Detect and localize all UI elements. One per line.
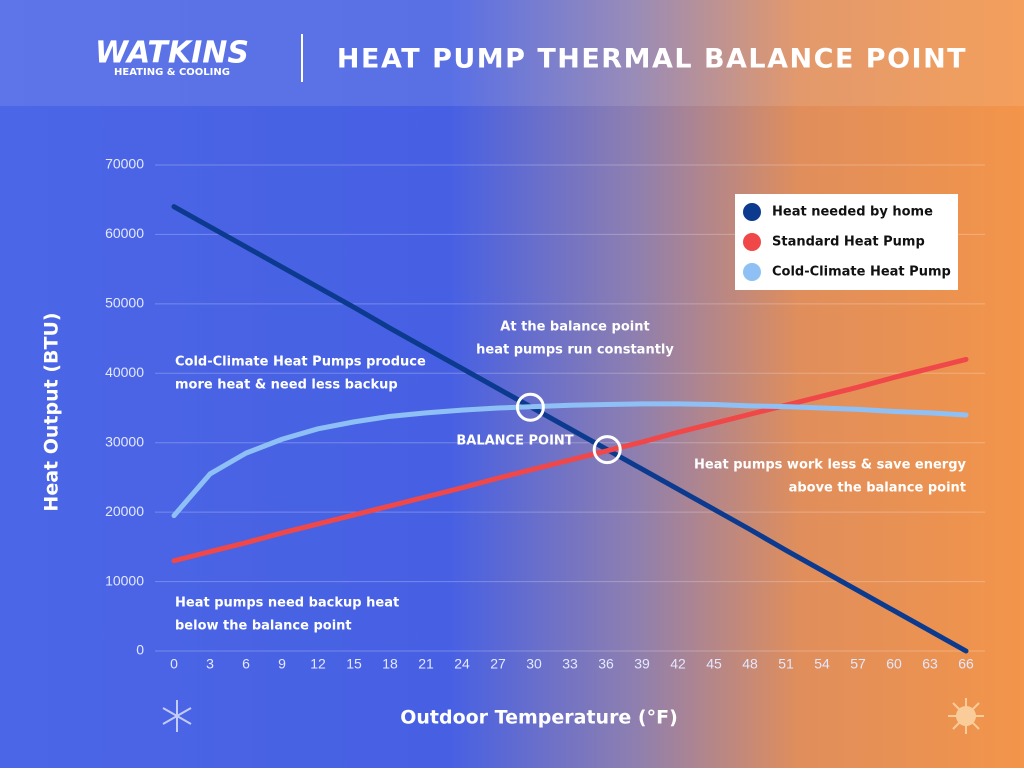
x-tick-label: 42 — [670, 656, 686, 672]
x-tick-label: 45 — [706, 656, 722, 672]
legend-swatch — [743, 233, 761, 251]
balance-label: BALANCE POINT — [456, 434, 573, 449]
y-tick-label: 20000 — [105, 503, 144, 519]
annotation: above the balance point — [789, 481, 966, 496]
series-line — [171, 204, 969, 654]
x-tick-label: 33 — [562, 656, 578, 672]
y-tick-label: 10000 — [105, 572, 144, 588]
annotation: more heat & need less backup — [175, 378, 398, 393]
sun-icon — [948, 698, 984, 734]
x-tick-label: 39 — [634, 656, 650, 672]
y-tick-label: 0 — [136, 642, 144, 658]
x-tick-label: 54 — [814, 656, 830, 672]
x-tick-label: 24 — [454, 656, 470, 672]
series-line — [171, 401, 969, 519]
x-tick-label: 66 — [958, 656, 974, 672]
chart-title: HEAT PUMP THERMAL BALANCE POINT — [337, 44, 967, 75]
x-tick-label: 57 — [850, 656, 866, 672]
legend-swatch — [743, 203, 761, 221]
legend-swatch — [743, 263, 761, 281]
x-tick-label: 36 — [598, 656, 614, 672]
y-tick-label: 50000 — [105, 295, 144, 311]
x-tick-label: 60 — [886, 656, 902, 672]
x-tick-label: 0 — [170, 656, 178, 672]
x-tick-label: 18 — [382, 656, 398, 672]
balance-point-marker — [515, 392, 545, 422]
legend-label: Heat needed by home — [772, 205, 933, 220]
legend-label: Cold-Climate Heat Pump — [772, 265, 951, 280]
y-axis-label: Heat Output (BTU) — [41, 312, 63, 511]
brand-name: WATKINS — [95, 36, 249, 71]
annotation: Cold-Climate Heat Pumps produce — [175, 355, 426, 370]
brand-tagline: HEATING & COOLING — [114, 67, 230, 78]
x-tick-label: 63 — [922, 656, 938, 672]
x-tick-label: 9 — [278, 656, 286, 672]
annotation: below the balance point — [175, 619, 352, 634]
snowflake-icon — [162, 700, 192, 732]
x-tick-label: 48 — [742, 656, 758, 672]
x-axis-label: Outdoor Temperature (°F) — [400, 707, 678, 729]
annotation: Heat pumps work less & save energy — [694, 458, 966, 473]
balance-point-marker — [592, 435, 622, 465]
legend-label: Standard Heat Pump — [772, 235, 925, 250]
x-tick-label: 21 — [418, 656, 434, 672]
y-tick-label: 40000 — [105, 364, 144, 380]
annotation: At the balance point — [500, 320, 649, 335]
annotation: Heat pumps need backup heat — [175, 596, 399, 611]
y-tick-label: 60000 — [105, 225, 144, 241]
annotation: heat pumps run constantly — [476, 343, 674, 358]
x-tick-label: 6 — [242, 656, 250, 672]
y-tick-label: 30000 — [105, 433, 144, 449]
x-tick-label: 12 — [310, 656, 326, 672]
series-line — [171, 356, 969, 564]
header-band — [0, 0, 1024, 106]
x-tick-label: 3 — [206, 656, 214, 672]
x-tick-label: 30 — [526, 656, 542, 672]
y-tick-label: 70000 — [105, 156, 144, 172]
x-tick-label: 51 — [778, 656, 794, 672]
legend-box — [735, 194, 958, 290]
x-tick-label: 15 — [346, 656, 362, 672]
x-tick-label: 27 — [490, 656, 506, 672]
